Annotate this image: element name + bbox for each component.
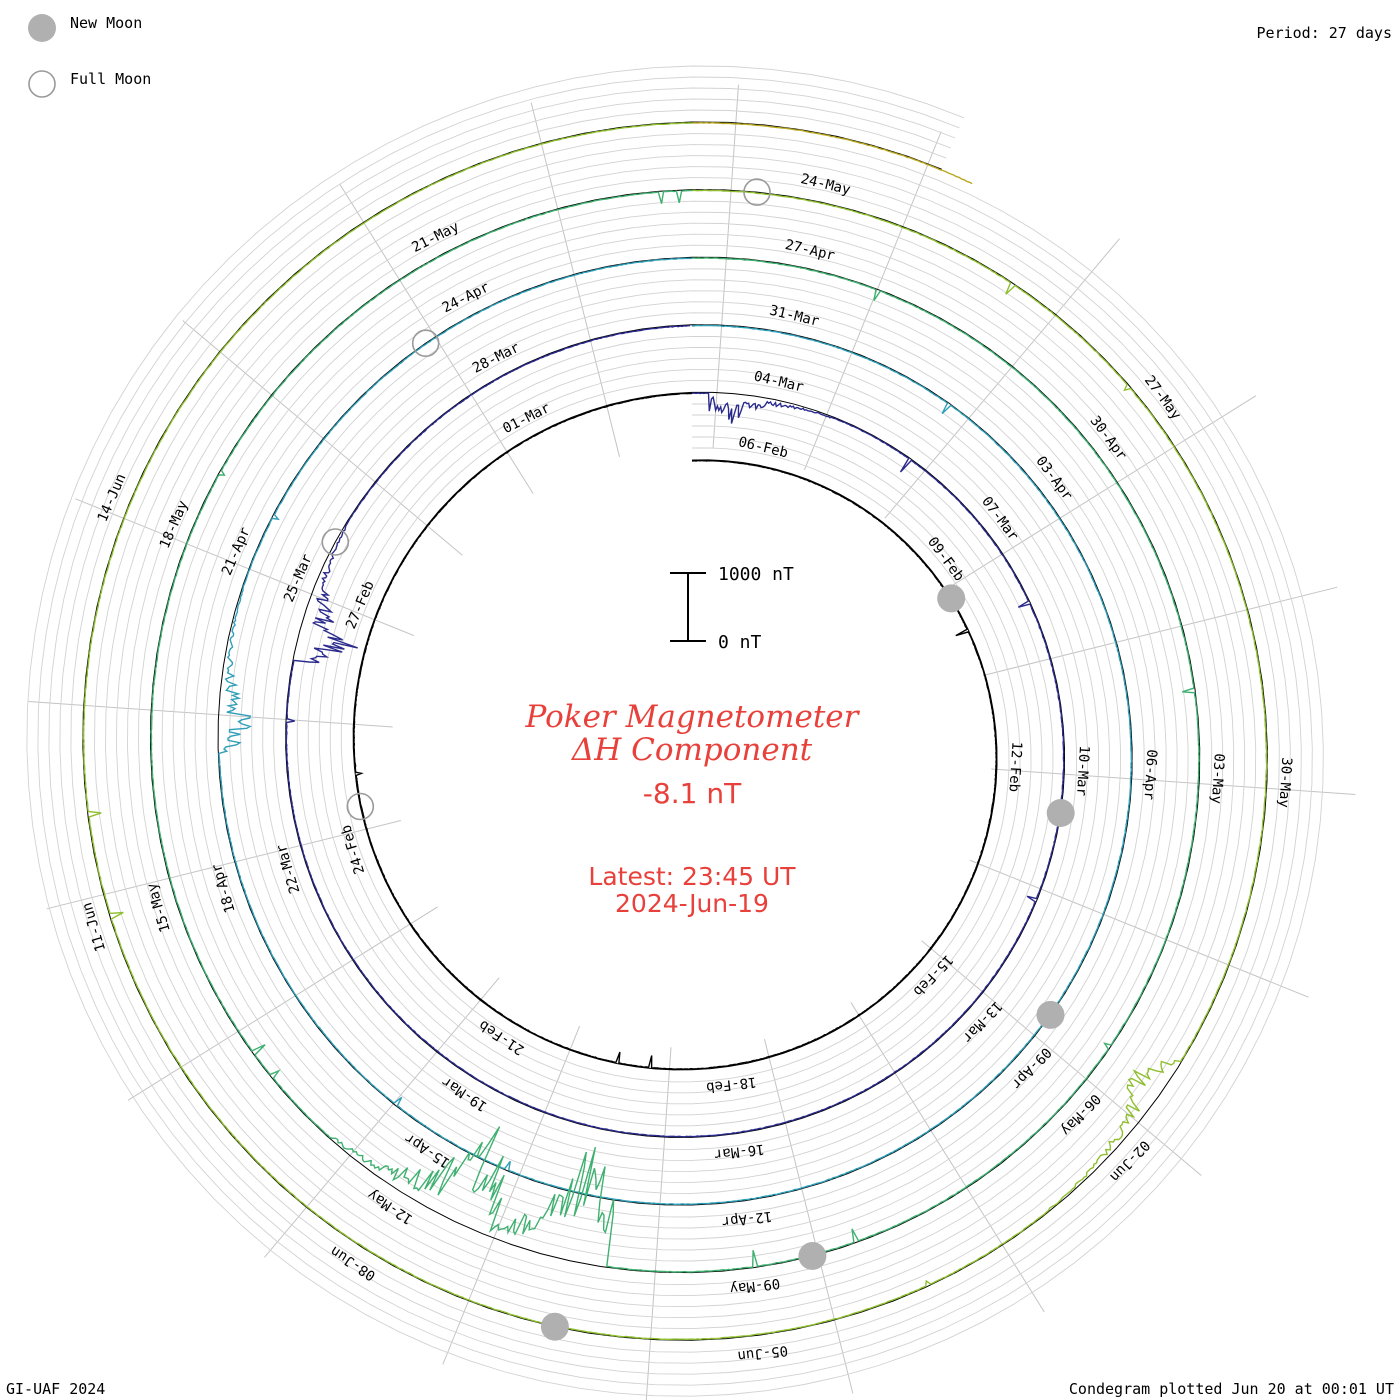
- grid-spoke: [530, 102, 620, 458]
- grid-spoke: [127, 906, 438, 1101]
- new-moon-marker: [1046, 799, 1075, 827]
- grid-spoke: [764, 1038, 854, 1394]
- new-moon-marker: [798, 1242, 827, 1270]
- moon-phases-layer: [321, 178, 1075, 1341]
- date-label: 30-May: [1275, 757, 1294, 808]
- full-moon-marker: [743, 178, 771, 206]
- footer-credit: GI-UAF 2024: [6, 1380, 105, 1398]
- series-turn-line: [218, 257, 1133, 1206]
- grid-spoke: [442, 1025, 581, 1365]
- legend: New Moon Full Moon: [28, 14, 151, 98]
- grid-spoke: [182, 320, 463, 556]
- date-label: 12-Apr: [721, 1208, 773, 1230]
- series-turn-line: [691, 121, 973, 185]
- series-turn-line: [285, 325, 1065, 1138]
- legend-new-moon-label: New Moon: [70, 14, 142, 32]
- date-label: 06-Apr: [1141, 749, 1160, 800]
- grid-spoke: [46, 820, 402, 910]
- date-label: 09-May: [729, 1275, 781, 1297]
- grid-spiral: [59, 98, 1291, 1364]
- new-moon-marker: [1036, 1000, 1065, 1029]
- grid-spiral: [48, 87, 1302, 1375]
- grid-spiral: [37, 76, 1313, 1386]
- new-moon-marker: [937, 584, 966, 613]
- chart-title: Poker Magnetometer: [525, 699, 861, 735]
- grid-spoke: [264, 977, 500, 1258]
- full-moon-marker: [321, 528, 350, 556]
- date-label: 12-Feb: [1006, 741, 1025, 792]
- period-label: Period: 27 days: [1257, 24, 1392, 42]
- grid-spoke: [946, 395, 1257, 590]
- new-moon-legend-icon: [28, 14, 56, 42]
- current-value: -8.1 nT: [643, 777, 742, 810]
- grid-spoke: [75, 498, 415, 637]
- series-layer: [82, 121, 1268, 1341]
- grid-spoke: [28, 701, 393, 728]
- grid-spiral: [26, 65, 1324, 1397]
- latest-time: Latest: 23:45 UT: [588, 862, 796, 891]
- date-label: 05-Jun: [737, 1342, 789, 1364]
- date-label: 16-Mar: [713, 1140, 765, 1162]
- new-moon-marker: [540, 1312, 569, 1341]
- legend-full-moon-label: Full Moon: [70, 70, 151, 88]
- scale-bar: 1000 nT 0 nT: [670, 564, 794, 653]
- date-label: 03-May: [1208, 753, 1227, 804]
- baseline-spiral: [82, 121, 1268, 1341]
- footer-plotted: Condegram plotted Jun 20 at 00:01 UT: [1069, 1380, 1394, 1398]
- grid-spoke: [969, 859, 1309, 998]
- scale-top-label: 1000 nT: [718, 564, 794, 585]
- grid-spiral: [70, 109, 1280, 1353]
- grid-spoke: [921, 940, 1202, 1176]
- series-turn-line: [82, 122, 1268, 1341]
- grid-spoke: [339, 183, 534, 494]
- chart-subtitle: ΔH Component: [571, 732, 813, 768]
- full-moon-legend-icon: [28, 70, 56, 98]
- grid-spoke: [991, 768, 1356, 795]
- full-moon-marker: [346, 792, 375, 821]
- date-label: 10-Mar: [1073, 745, 1092, 796]
- series-turn-line: [150, 189, 1200, 1273]
- grid-spoke: [803, 131, 942, 471]
- date-label: 18-Feb: [705, 1073, 757, 1095]
- scale-bottom-label: 0 nT: [718, 632, 762, 653]
- grid-layer: [26, 65, 1356, 1400]
- full-moon-marker: [411, 329, 440, 358]
- grid-spoke: [645, 1047, 672, 1400]
- grid-spoke: [884, 238, 1120, 519]
- latest-date: 2024-Jun-19: [615, 889, 769, 918]
